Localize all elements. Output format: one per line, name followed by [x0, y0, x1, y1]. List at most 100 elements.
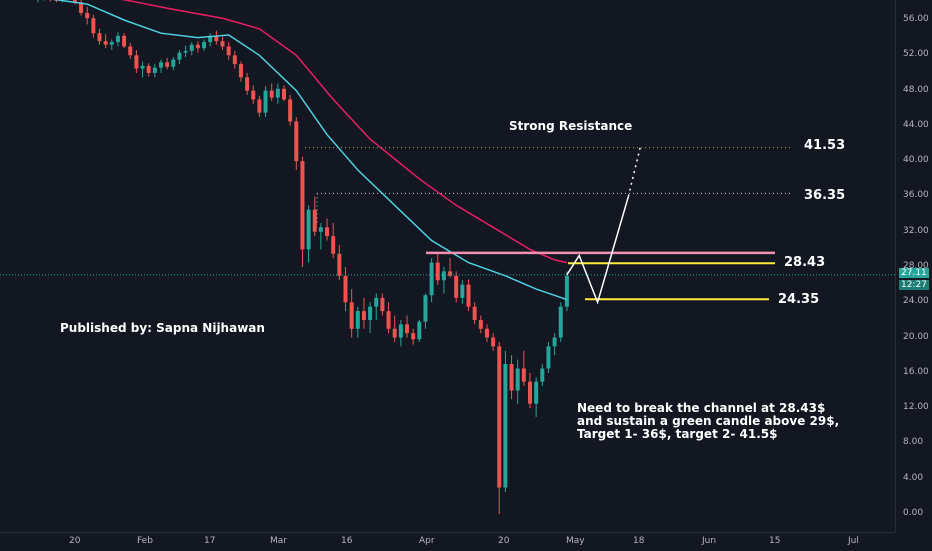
candle-body — [134, 55, 139, 69]
analysis-note: Need to break the channel at 28.43$ and … — [577, 402, 839, 441]
candle-body — [232, 55, 237, 65]
candle-body — [540, 368, 545, 382]
price-tick-label: 28.00 — [903, 261, 929, 271]
candle-body — [202, 42, 207, 49]
candle-body — [497, 346, 502, 488]
level-label-24-35: 24.35 — [778, 292, 820, 307]
candle-body — [208, 35, 213, 43]
time-tick-label: Jul — [848, 536, 859, 546]
price-tick-label: 48.00 — [903, 84, 929, 95]
candle-body — [374, 297, 379, 307]
projection-dotted-path — [627, 145, 642, 197]
candle-body — [386, 311, 391, 329]
candle-body — [85, 12, 90, 19]
price-tick-label: 4.00 — [903, 472, 924, 483]
candle-body — [115, 35, 120, 43]
candle-body — [165, 62, 170, 67]
candle-body — [361, 311, 366, 320]
candle-body — [251, 90, 256, 100]
candle-body — [349, 302, 354, 329]
time-tick-label: Jun — [702, 536, 717, 546]
candle-body — [146, 65, 151, 73]
candle-body — [417, 321, 422, 340]
time-tick-label: May — [566, 536, 585, 546]
candle-body — [300, 161, 305, 250]
candle-body — [472, 306, 477, 320]
candle-body — [318, 227, 323, 232]
time-tick-label: Mar — [270, 536, 287, 546]
price-tick-label: 24.00 — [903, 296, 929, 307]
candle-body — [435, 262, 440, 281]
price-tick-label: 0.00 — [903, 508, 924, 518]
time-tick-label: 20 — [498, 536, 510, 546]
candle-body — [337, 253, 342, 276]
note-line-2: and sustain a green candle above 29$, — [577, 414, 840, 428]
candle-body — [189, 44, 194, 51]
time-tick-label: 16 — [341, 536, 353, 546]
candle-body — [558, 306, 563, 338]
price-tick-label: 52.00 — [903, 49, 929, 60]
candles — [37, 0, 569, 514]
candle-body — [564, 275, 569, 307]
time-axis[interactable]: 20 Feb 17 Mar 16 Apr 20 May 18 Jun 15 Jul — [0, 532, 895, 551]
candle-body — [312, 209, 317, 232]
candle-body — [380, 297, 385, 312]
note-line-1: Need to break the channel at 28.43$ — [577, 401, 826, 415]
candle-body — [257, 99, 262, 113]
candle-body — [343, 275, 348, 303]
price-tick-label: 16.00 — [903, 366, 929, 377]
candle-body — [460, 284, 465, 298]
candle-body — [411, 333, 416, 340]
price-tick-label: 56.00 — [903, 14, 929, 24]
time-tick-label: 20 — [69, 536, 81, 546]
candle-body — [392, 328, 397, 338]
level-label-41-53: 41.53 — [804, 138, 846, 153]
candle-body — [263, 90, 268, 113]
candle-body — [478, 319, 483, 329]
price-tick-label: 32.00 — [903, 225, 929, 236]
candle-body — [466, 284, 471, 307]
time-tick-label: Apr — [419, 536, 435, 546]
chart-overlays — [0, 0, 895, 305]
candle-body — [72, 0, 77, 3]
candle-body — [331, 236, 336, 254]
candle-body — [454, 275, 459, 298]
candle-body — [109, 42, 114, 45]
candle-body — [509, 364, 514, 391]
candle-body — [195, 44, 200, 49]
candle-body — [183, 50, 188, 53]
countdown-tag: 12:27 — [899, 280, 929, 290]
candle-body — [152, 67, 157, 73]
ema-fast-line — [53, 0, 568, 301]
price-tick-label: 44.00 — [903, 119, 929, 130]
price-tick-label: 20.00 — [903, 331, 929, 342]
candle-body — [140, 65, 145, 69]
candle-body — [103, 41, 108, 45]
candle-body — [275, 88, 280, 98]
candle-body — [128, 46, 133, 56]
last-price-tag: 27.11 — [899, 268, 929, 278]
candle-body — [325, 227, 330, 237]
candle-body — [177, 52, 182, 60]
price-axis[interactable]: 56.00 52.00 48.00 44.00 40.00 36.00 32.00 28.00… — [895, 0, 932, 532]
time-tick-label: 15 — [769, 536, 781, 546]
candle-body — [552, 337, 557, 347]
price-tick-label: 12.00 — [903, 402, 929, 413]
candle-body — [171, 59, 176, 67]
candle-body — [515, 368, 520, 391]
candle-body — [91, 18, 96, 34]
level-label-28-43: 28.43 — [784, 255, 826, 270]
price-tick-label: 40.00 — [903, 155, 929, 166]
candle-body — [159, 62, 163, 68]
price-tick-label: 8.00 — [903, 437, 924, 448]
candle-body — [306, 209, 311, 250]
candle-body — [484, 328, 489, 338]
strong-resistance-label: Strong Resistance — [509, 119, 633, 133]
candle-body — [429, 262, 434, 296]
candle-body — [238, 64, 243, 78]
candle-body — [368, 306, 373, 320]
price-chart[interactable] — [0, 0, 895, 532]
candle-body — [534, 381, 539, 404]
time-tick-label: 18 — [633, 536, 645, 546]
candle-body — [220, 41, 225, 47]
